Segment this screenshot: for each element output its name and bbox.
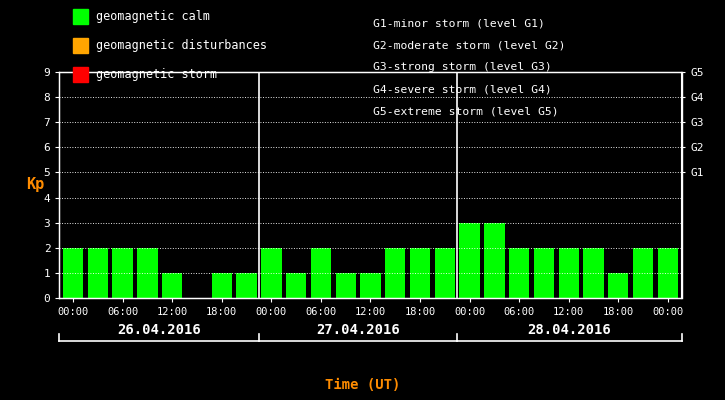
Text: 28.04.2016: 28.04.2016 xyxy=(528,323,611,337)
Bar xyxy=(410,248,430,298)
Bar xyxy=(460,223,480,298)
Text: geomagnetic calm: geomagnetic calm xyxy=(96,10,210,23)
Bar xyxy=(261,248,281,298)
Bar xyxy=(137,248,157,298)
Bar xyxy=(633,248,653,298)
Bar xyxy=(385,248,405,298)
Bar xyxy=(311,248,331,298)
Bar xyxy=(534,248,554,298)
Bar xyxy=(88,248,108,298)
Text: G5-extreme storm (level G5): G5-extreme storm (level G5) xyxy=(373,106,559,116)
Bar xyxy=(112,248,133,298)
Bar xyxy=(162,273,183,298)
Text: 26.04.2016: 26.04.2016 xyxy=(117,323,201,337)
Text: 27.04.2016: 27.04.2016 xyxy=(316,323,400,337)
Bar xyxy=(236,273,257,298)
Bar xyxy=(484,223,505,298)
Bar xyxy=(63,248,83,298)
Text: G4-severe storm (level G4): G4-severe storm (level G4) xyxy=(373,84,552,94)
Text: G3-strong storm (level G3): G3-strong storm (level G3) xyxy=(373,62,552,72)
Text: G1-minor storm (level G1): G1-minor storm (level G1) xyxy=(373,18,545,28)
Bar xyxy=(658,248,678,298)
Bar xyxy=(558,248,579,298)
Bar xyxy=(608,273,629,298)
Bar xyxy=(509,248,529,298)
Text: Time (UT): Time (UT) xyxy=(325,378,400,392)
Bar xyxy=(336,273,356,298)
Bar xyxy=(360,273,381,298)
Text: G2-moderate storm (level G2): G2-moderate storm (level G2) xyxy=(373,40,566,50)
Bar xyxy=(212,273,232,298)
Bar xyxy=(584,248,604,298)
Bar xyxy=(286,273,306,298)
Text: geomagnetic disturbances: geomagnetic disturbances xyxy=(96,39,267,52)
Y-axis label: Kp: Kp xyxy=(26,178,44,192)
Bar xyxy=(435,248,455,298)
Text: geomagnetic storm: geomagnetic storm xyxy=(96,68,217,81)
